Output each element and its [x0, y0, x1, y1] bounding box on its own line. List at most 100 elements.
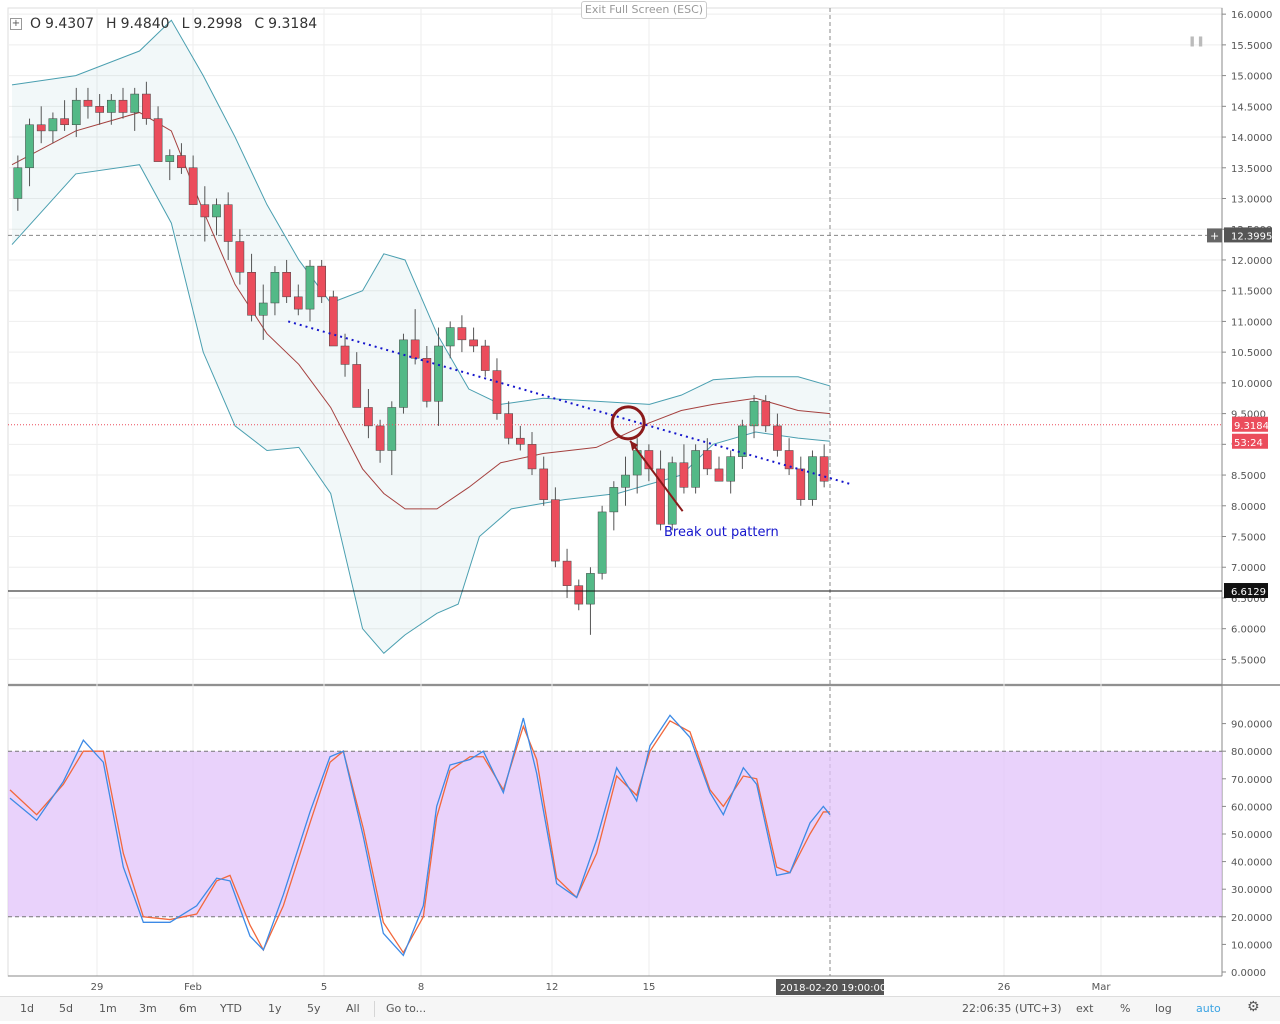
crosshair-price-bg [1224, 227, 1272, 243]
candle-body [270, 272, 280, 304]
pause-icon[interactable]: ❚❚ [1188, 36, 1205, 47]
ohlc-open-value: 9.4307 [45, 16, 95, 32]
candle-body [60, 118, 69, 126]
range-1y-button[interactable]: 1y [268, 1002, 282, 1015]
stoch-tick-label: 90.0000 [1231, 720, 1272, 731]
exit-fullscreen-button[interactable]: Exit Full Screen (ESC) [581, 1, 707, 19]
trendline-dotted [287, 320, 852, 486]
stoch-band [8, 751, 1222, 917]
price-tick-label: 6.5000 [1231, 594, 1266, 605]
stoch-tick-label: 10.0000 [1231, 940, 1272, 951]
candle-body [562, 560, 572, 586]
candle-body [749, 401, 759, 427]
range-1d-button[interactable]: 1d [20, 1002, 34, 1015]
price-tick-label: 16.0000 [1231, 10, 1272, 21]
candle-body [773, 425, 782, 451]
goto-button[interactable]: Go to... [386, 1002, 427, 1015]
candle-body [95, 106, 104, 113]
candle-body [480, 345, 490, 371]
candle-body [469, 339, 478, 347]
candle-body [527, 444, 537, 470]
candle-body [445, 327, 455, 347]
candle-body [48, 118, 58, 132]
countdown-badge: 53:24 [1234, 438, 1263, 449]
candle-body [83, 99, 93, 107]
time-tick-label: 8 [418, 982, 424, 993]
crosshair-date-bg [776, 979, 884, 995]
time-tick-label: Feb [184, 982, 202, 993]
price-tick-label: 11.5000 [1231, 287, 1272, 298]
candle-body [784, 450, 794, 470]
candle-body [551, 499, 560, 562]
support-badge-bg [1224, 583, 1268, 599]
price-tick-label: 13.5000 [1231, 164, 1272, 175]
candle-body [679, 462, 689, 488]
range-3m-button[interactable]: 3m [139, 1002, 157, 1015]
price-tick-label: 10.5000 [1231, 348, 1272, 359]
annotation-arrow [629, 440, 684, 512]
price-tick-label: 14.5000 [1231, 102, 1272, 113]
ohlc-high-label: H [106, 16, 117, 32]
candle-body [329, 296, 338, 347]
ext-button[interactable]: ext [1076, 1002, 1094, 1015]
range-1m-button[interactable]: 1m [99, 1002, 117, 1015]
range-6m-button[interactable]: 6m [179, 1002, 197, 1015]
candle-body [492, 370, 502, 414]
plus-square-icon[interactable]: + [10, 18, 22, 30]
time-tick-label: Mar [1092, 982, 1112, 993]
stoch-tick-label: 0.0000 [1231, 968, 1266, 979]
candle-body [656, 468, 665, 525]
support-badge-label: 6.6129 [1231, 587, 1266, 598]
ohlc-close-value: 9.3184 [268, 16, 318, 32]
ohlc-open-label: O [30, 16, 42, 32]
ohlc-low-value: 9.2998 [193, 16, 243, 32]
candle-body [165, 155, 175, 162]
candle-body [36, 124, 46, 132]
candle-body [434, 345, 443, 402]
candle-body [738, 425, 747, 457]
time-tick-label: 29 [91, 982, 104, 993]
candle-body [177, 155, 186, 169]
candle-body [667, 462, 677, 525]
stoch-tick-label: 70.0000 [1231, 775, 1272, 786]
price-tick-label: 6.0000 [1231, 625, 1266, 636]
candle-body [457, 327, 467, 341]
candle-body [305, 265, 315, 310]
ohlc-close-label: C [254, 16, 265, 32]
auto-button[interactable]: auto [1196, 1002, 1221, 1015]
ohlc-low-label: L [181, 16, 190, 32]
candle-body [422, 358, 432, 402]
last-price-badge: 9.3184 [1234, 421, 1269, 432]
ohlc-high-value: 9.4840 [120, 16, 170, 32]
arrow-head-icon [630, 440, 639, 451]
annotation-label: Break out pattern [664, 525, 779, 540]
candle-body [188, 167, 198, 205]
range-all-button[interactable]: All [346, 1002, 360, 1015]
range-ytd-button[interactable]: YTD [220, 1002, 242, 1015]
crosshair-price-label: 12.3995 [1231, 231, 1272, 242]
candle-body [808, 456, 817, 500]
candle-body [539, 468, 549, 500]
candle-body [702, 450, 712, 470]
candle-body [726, 456, 736, 482]
candle-body [375, 425, 385, 451]
stoch-tick-label: 40.0000 [1231, 858, 1272, 869]
candle-body [819, 456, 829, 482]
log-button[interactable]: log [1155, 1002, 1172, 1015]
candle-body [761, 401, 771, 427]
price-tick-label: 9.5000 [1231, 410, 1266, 421]
percent-button[interactable]: % [1120, 1002, 1131, 1015]
candle-body [282, 272, 291, 298]
time-tick-label: 5 [321, 982, 327, 993]
candle-body [235, 241, 245, 273]
range-5y-button[interactable]: 5y [307, 1002, 321, 1015]
candle-body [691, 450, 700, 488]
candle-body [223, 204, 233, 242]
candle-body [13, 167, 23, 199]
range-5d-button[interactable]: 5d [59, 1002, 73, 1015]
candle-body [410, 339, 420, 359]
gear-icon[interactable]: ⚙ [1247, 999, 1260, 1015]
bollinger-fill [12, 20, 830, 654]
price-tick-label: 8.5000 [1231, 471, 1266, 482]
